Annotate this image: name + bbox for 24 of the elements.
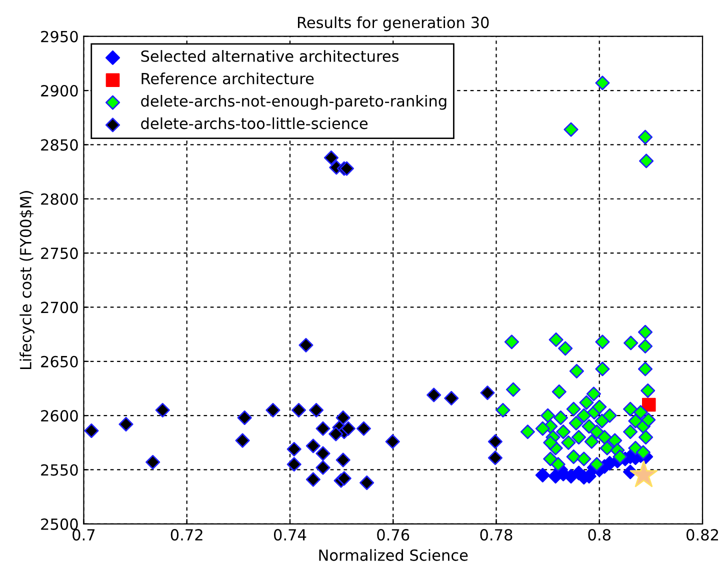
chart-title: Results for generation 30 [298,16,489,32]
legend-label: Reference architecture [142,72,314,84]
legend-label: delete-archs-not-enough-pareto-ranking [141,94,446,110]
y-tick-label: 2800 [41,193,78,205]
y-tick-label: 2900 [41,84,78,97]
y-tick-label: 2750 [41,248,78,260]
legend-label: delete-archs-too-little-science [141,117,368,130]
y-tick-label: 2950 [41,30,78,42]
y-tick-label: 2850 [41,139,78,151]
x-tick-label: 0.78 [480,529,512,541]
x-axis-title: Normalized Science [319,549,468,561]
y-tick-label: 2700 [41,302,78,314]
y-tick-label: 2600 [41,410,78,422]
y-axis-title: Lifecycle cost (FY00$M) [20,191,34,370]
x-tick-label: 0.82 [686,529,718,541]
y-tick-label: 2650 [41,356,78,368]
legend-label: Selected alternative architectures [141,50,399,62]
y-tick-label: 2550 [41,464,78,476]
x-tick-label: 0.7 [72,529,95,541]
x-tick-label: 0.8 [588,529,610,541]
y-tick-label: 2500 [41,518,78,530]
x-tick-label: 0.72 [170,529,202,541]
x-tick-label: 0.76 [377,529,410,541]
x-tick-label: 0.74 [274,529,306,541]
